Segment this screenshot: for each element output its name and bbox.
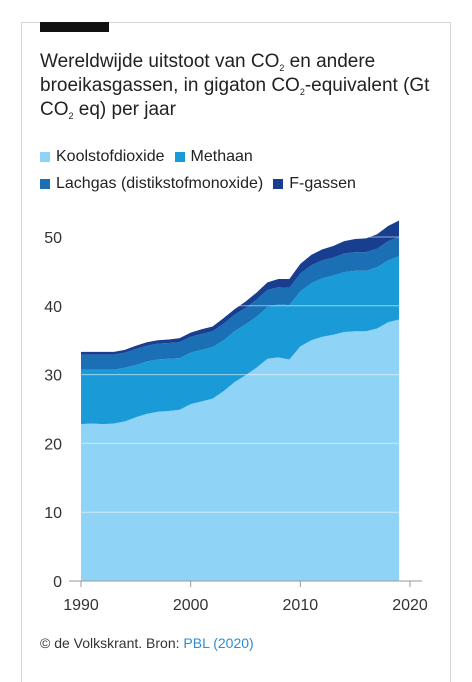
legend-swatch-lachgas xyxy=(40,178,50,189)
title-subscript-1: 2 xyxy=(279,63,285,73)
legend-label-koolstofdioxide: Koolstofdioxide xyxy=(56,148,165,165)
legend-item-f-gassen: F-gassen xyxy=(273,170,356,197)
y-tick-label-0: 0 xyxy=(53,574,62,591)
x-tick-label-1990: 1990 xyxy=(63,597,99,614)
title-part-3: -equivalent (Gt CO xyxy=(40,75,430,120)
y-tick-label-20: 20 xyxy=(44,436,62,453)
legend-swatch-koolstofdioxide xyxy=(40,151,50,162)
legend-swatch-f-gassen xyxy=(273,178,284,189)
x-tick-label-2000: 2000 xyxy=(173,597,209,614)
legend-label-methaan: Methaan xyxy=(190,148,253,165)
x-tick-label-2010: 2010 xyxy=(283,597,319,614)
title-part-2: en andere broeikasgassen, in gigaton CO xyxy=(40,51,376,96)
chart-title: Wereldwijde uitstoot van CO2 en andere b… xyxy=(40,50,440,122)
source-text: © de Volkskrant. Bron: xyxy=(40,635,184,651)
legend-row-1: Koolstofdioxide Methaan xyxy=(40,143,450,170)
chart-card xyxy=(21,22,451,682)
legend-item-lachgas: Lachgas (distikstofmonoxide) xyxy=(40,170,263,197)
y-tick-label-10: 10 xyxy=(44,505,62,522)
source-footer: © de Volkskrant. Bron: PBL (2020) xyxy=(40,635,254,651)
area-series-lachgas xyxy=(81,237,400,370)
title-part-4: eq) per jaar xyxy=(73,99,176,120)
y-tick-label-30: 30 xyxy=(44,368,62,385)
legend-item-methaan: Methaan xyxy=(174,143,253,170)
area-series-f-gassen xyxy=(81,220,400,355)
x-tick-label-2020: 2020 xyxy=(392,597,428,614)
legend-item-koolstofdioxide: Koolstofdioxide xyxy=(40,143,165,170)
title-part-1: Wereldwijde uitstoot van CO xyxy=(40,51,280,72)
area-series-koolstofdioxide xyxy=(81,319,400,581)
legend-label-lachgas: Lachgas (distikstofmonoxide) xyxy=(56,175,264,192)
stacked-area-chart: 0 10 20 30 40 50 1990 2000 2010 2020 xyxy=(44,220,428,614)
chart-legend: Koolstofdioxide Methaan Lachgas (distiks… xyxy=(40,143,450,197)
legend-swatch-methaan xyxy=(174,151,185,162)
legend-row-2: Lachgas (distikstofmonoxide) F-gassen xyxy=(40,170,450,197)
title-subscript-2: 2 xyxy=(299,87,305,97)
source-link[interactable]: PBL (2020) xyxy=(183,635,254,651)
y-tick-label-40: 40 xyxy=(44,299,62,316)
header-bar xyxy=(40,22,109,32)
title-subscript-3: 2 xyxy=(68,111,74,121)
area-series-methaan xyxy=(81,256,400,425)
y-tick-label-50: 50 xyxy=(44,230,62,247)
legend-label-f-gassen: F-gassen xyxy=(289,175,356,192)
